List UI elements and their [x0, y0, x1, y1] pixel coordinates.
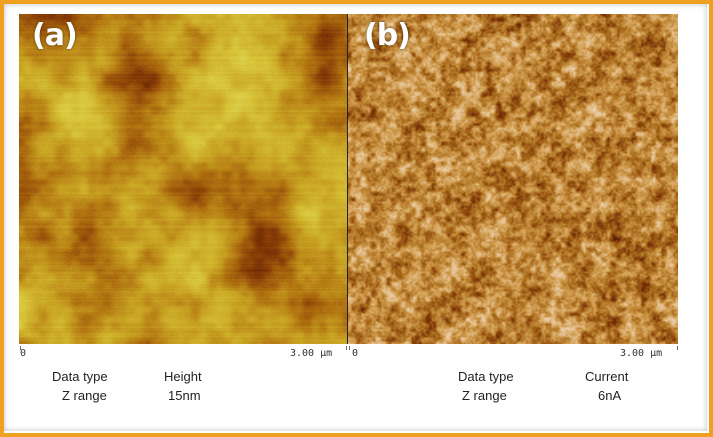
scale-end-a: 3.00 µm: [290, 348, 333, 359]
panel-label-a: (a): [32, 18, 78, 53]
data-type-label-b: Data type: [458, 369, 514, 384]
z-range-value-b: 6nA: [598, 388, 622, 403]
scale-tick-b-end: [677, 346, 678, 350]
data-type-value-b: Current: [585, 369, 629, 384]
z-range-label-a: Z range: [62, 388, 107, 403]
panel-label-b: (b): [364, 18, 411, 53]
z-range-label-b: Z range: [462, 388, 507, 403]
scale-tick-b-start: [349, 346, 350, 350]
scale-start-a: 0: [20, 348, 27, 359]
height-image-panel: [19, 14, 347, 344]
height-map-image: [19, 14, 347, 344]
current-image-panel: [348, 14, 678, 344]
z-range-value-a: 15nm: [168, 388, 201, 403]
scale-start-b: 0: [352, 348, 359, 359]
scale-end-b: 3.00 µm: [620, 348, 663, 359]
data-type-value-a: Height: [164, 369, 202, 384]
data-type-label-a: Data type: [52, 369, 108, 384]
scale-tick-a-start: [20, 346, 21, 350]
scale-tick-a-end: [346, 346, 347, 350]
current-map-image: [348, 14, 678, 344]
